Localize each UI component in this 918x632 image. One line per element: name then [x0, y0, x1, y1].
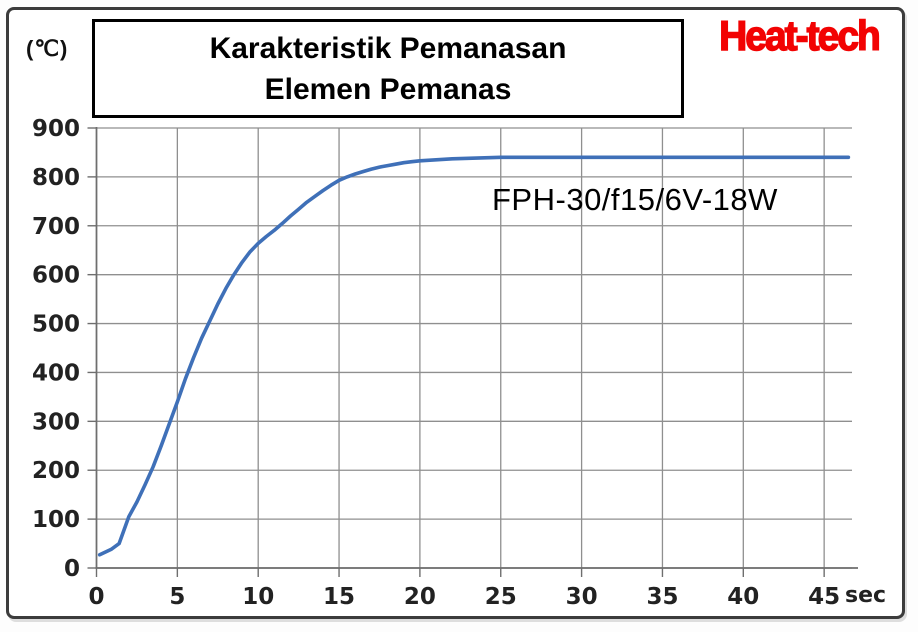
chart-title-box: Karakteristik Pemanasan Elemen Pemanas [92, 19, 684, 118]
x-tick-label: 25 [485, 584, 517, 610]
y-tick-label: 700 [32, 214, 80, 240]
x-tick-label: 30 [566, 584, 598, 610]
x-tick-label: 0 [88, 584, 104, 610]
y-tick-label: 400 [32, 360, 80, 386]
x-axis-unit-label: sec [845, 583, 887, 608]
y-axis-unit-label: (℃) [26, 36, 69, 61]
series-annotation-label: FPH-30/f15/6V-18W [492, 182, 778, 217]
y-tick-label: 800 [32, 165, 80, 191]
x-tick-label: 20 [404, 584, 436, 610]
x-tick-label: 15 [323, 584, 355, 610]
y-tick-label: 900 [32, 116, 80, 142]
x-tick-label: 5 [169, 584, 185, 610]
y-tick-label: 300 [32, 409, 80, 435]
y-tick-label: 100 [32, 507, 80, 533]
chart-title-line1: Karakteristik Pemanasan [209, 31, 567, 65]
y-tick-label: 0 [64, 556, 80, 582]
x-tick-label: 40 [727, 584, 759, 610]
x-tick-label: 35 [646, 584, 678, 610]
chart-title-line2: Elemen Pemanas [264, 72, 512, 106]
temperature-curve [97, 155, 851, 557]
x-tick-label: 45 [808, 584, 840, 610]
y-tick-label: 500 [32, 312, 80, 338]
x-tick-label: 10 [242, 584, 274, 610]
heat-tech-logo: Heat-tech [718, 13, 881, 60]
y-tick-label: 200 [32, 458, 80, 484]
y-tick-label: 600 [32, 263, 80, 289]
